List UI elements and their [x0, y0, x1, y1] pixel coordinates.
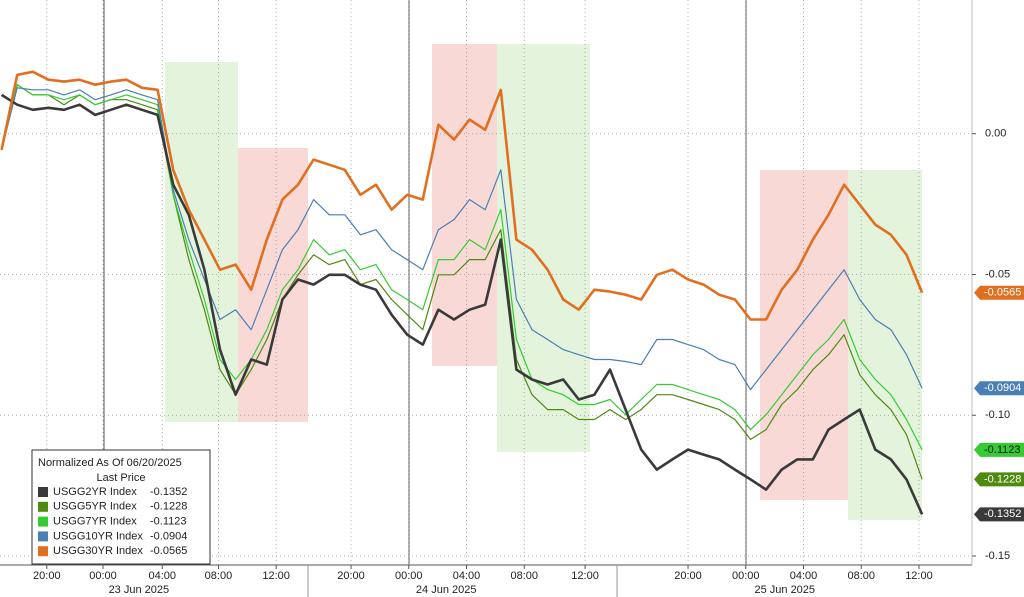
legend-name: USGG7YR Index	[53, 516, 137, 528]
date-label: 23 Jun 2025	[109, 584, 170, 596]
x-tick-label: 00:00	[89, 570, 117, 582]
x-tick-label: 04:00	[790, 570, 818, 582]
date-label: 24 Jun 2025	[416, 584, 477, 596]
legend-value: -0.0565	[150, 545, 187, 557]
x-tick-label: 20:00	[674, 570, 702, 582]
legend-swatch	[38, 546, 48, 557]
x-tick-label: 12:00	[262, 570, 290, 582]
green-region	[497, 44, 590, 452]
red-region	[760, 170, 848, 500]
axes: 0.00 -0.05 -0.10 -0.15 20:00 00:00 04:00 08:00 1…	[33, 128, 1024, 596]
series-line	[0, 70, 924, 321]
x-tick-label: 00:00	[395, 570, 423, 582]
legend-value: -0.1228	[150, 501, 187, 513]
legend-swatch	[38, 531, 48, 542]
value-tag	[974, 472, 1024, 487]
legend-value: -0.0904	[150, 530, 187, 542]
legend: Normalized As Of 06/20/2025 Last Price U…	[31, 449, 211, 565]
legend-swatch	[38, 516, 48, 527]
x-tick-label: 20:00	[337, 570, 365, 582]
legend-value: -0.1123	[150, 516, 187, 528]
value-tag	[974, 507, 1024, 522]
legend-value: -0.1352	[150, 486, 187, 498]
legend-name: USGG10YR Index	[53, 530, 143, 542]
x-tick-label: 12:00	[905, 570, 933, 582]
legend-name: USGG30YR Index	[53, 545, 143, 557]
value-tag-label: -0.1228	[984, 473, 1021, 485]
x-tick-label: 20:00	[33, 570, 61, 582]
series-line	[1, 87, 923, 391]
legend-name: USGG5YR Index	[53, 501, 137, 513]
green-region	[165, 62, 238, 422]
x-tick-label: 08:00	[510, 570, 538, 582]
x-tick-label: 12:00	[571, 570, 599, 582]
date-label: 25 Jun 2025	[754, 584, 815, 596]
x-tick-label: 08:00	[205, 570, 233, 582]
green-region	[848, 170, 922, 520]
value-tag	[974, 285, 1024, 300]
legend-subtitle: Last Price	[97, 472, 146, 484]
legend-box	[31, 449, 211, 565]
series-line	[1, 84, 923, 451]
value-tag	[974, 381, 1024, 396]
legend-swatch	[38, 501, 48, 512]
value-tag-label: -0.1123	[984, 444, 1021, 456]
y-tick-label: -0.05	[985, 268, 1010, 280]
x-tick-label: 08:00	[847, 570, 875, 582]
legend-items: USGG2YR Index -0.1352 USGG5YR Index -0.1228…	[38, 486, 187, 557]
x-tick-label: 04:00	[148, 570, 176, 582]
x-tick-label: 04:00	[453, 570, 481, 582]
value-tag-label: -0.1352	[984, 508, 1021, 520]
y-tick-label: -0.10	[985, 409, 1010, 421]
lines	[0, 70, 924, 515]
y-tick-label: -0.15	[985, 550, 1010, 562]
series-line	[0, 93, 924, 515]
value-tag-label: -0.0565	[984, 287, 1021, 299]
legend-name: USGG2YR Index	[53, 486, 137, 498]
highlight-regions	[165, 44, 922, 520]
value-tag-label: -0.0904	[984, 382, 1021, 394]
legend-swatch	[38, 487, 48, 497]
legend-title: Normalized As Of 06/20/2025	[38, 457, 182, 469]
y-tick-label: 0.00	[985, 128, 1006, 140]
value-tag	[974, 442, 1024, 457]
x-tick-label: 00:00	[732, 570, 760, 582]
series-line	[1, 84, 923, 480]
